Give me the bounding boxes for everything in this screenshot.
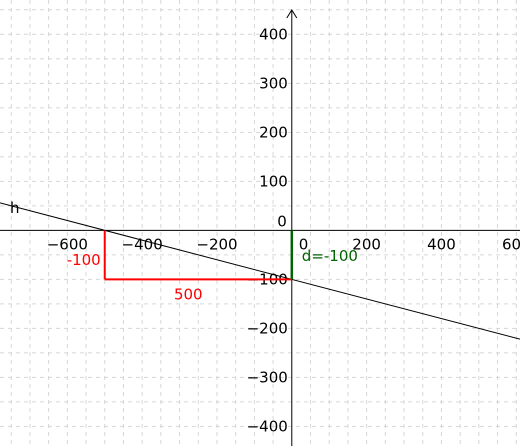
y-tick-label: 400 [259, 25, 288, 43]
slope-rise-label: -100 [67, 251, 101, 269]
y-tick-label: −300 [247, 368, 288, 386]
x-tick-label: 600 [502, 235, 520, 253]
intercept-label: d=-100 [302, 247, 358, 265]
x-tick-label: −400 [122, 235, 163, 253]
y-tick-label: −200 [247, 319, 288, 337]
x-tick-label: −200 [196, 235, 237, 253]
x-tick-label: −600 [47, 235, 88, 253]
line-h-label: h [10, 199, 20, 217]
tick-labels: −600−400−2000200400600−400−300−200−10001… [47, 25, 520, 435]
y-tick-label: 0 [277, 212, 287, 230]
x-tick-label: 200 [352, 235, 381, 253]
y-tick-label: −400 [247, 417, 288, 435]
geometry: h -100 500 d=-100 [0, 199, 520, 340]
line-h [0, 202, 520, 340]
y-axis-arrow-icon [286, 9, 298, 19]
y-tick-label: 200 [259, 123, 288, 141]
x-tick-label: 0 [299, 235, 309, 253]
slope-run-label: 500 [174, 285, 203, 303]
y-tick-label: 100 [259, 172, 288, 190]
axes [0, 9, 520, 446]
y-tick-label: 300 [259, 74, 288, 92]
x-tick-label: 400 [427, 235, 456, 253]
